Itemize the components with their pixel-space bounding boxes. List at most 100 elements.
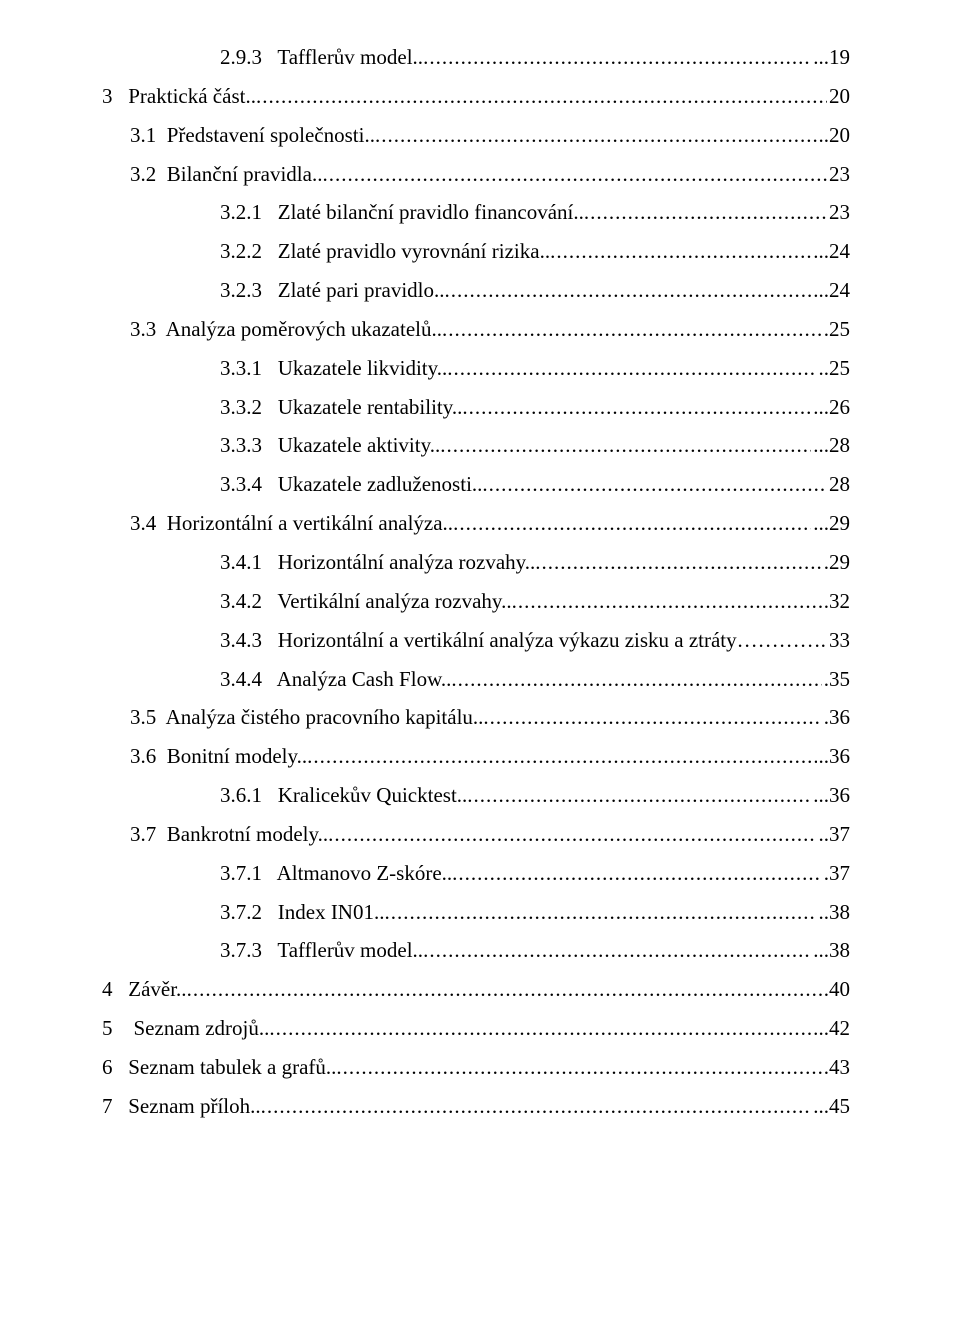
toc-entry-page: .37 bbox=[822, 854, 850, 893]
toc-entry: 3.3.1 Ukazatele likvidity.. ..25 bbox=[102, 349, 850, 388]
toc-entry-page: ...45 bbox=[811, 1087, 850, 1126]
toc-entry-label: 3.2.2 Zlaté pravidlo vyrovnání rizika.. bbox=[220, 232, 550, 271]
toc-entry: 3.6.1 Kralicekův Quicktest.....36 bbox=[102, 776, 850, 815]
toc-entry-page: ...36 bbox=[811, 776, 850, 815]
toc-entry-page: ..25 bbox=[817, 349, 851, 388]
toc-entry: 5 Seznam zdrojů.. ..42 bbox=[102, 1009, 850, 1048]
toc-entry: 3.6 Bonitní modely....36 bbox=[102, 737, 850, 776]
toc-entry-label: 3.7.1 Altmanovo Z-skóre.. bbox=[220, 854, 452, 893]
toc-leader-dots bbox=[322, 155, 827, 194]
toc-entry: 3.4.3 Horizontální a vertikální analýza … bbox=[102, 621, 850, 660]
toc-entry-page: ...29 bbox=[811, 504, 850, 543]
toc-entry-label: 3.2.1 Zlaté bilanční pravidlo financován… bbox=[220, 193, 584, 232]
toc-entry-label: 3.4.2 Vertikální analýza rozvahy.. bbox=[220, 582, 512, 621]
toc-entry-page: 23 bbox=[827, 155, 850, 194]
toc-entry-label: 3.3.3 Ukazatele aktivity.. bbox=[220, 426, 440, 465]
toc-entry: 3.4 Horizontální a vertikální analýza...… bbox=[102, 504, 850, 543]
toc-entry-page: ...24 bbox=[811, 232, 850, 271]
toc-leader-dots bbox=[256, 77, 827, 116]
toc-entry-label: 3 Praktická část.. bbox=[102, 77, 256, 116]
toc-entry-page: .29 bbox=[822, 543, 850, 582]
toc-entry: 7 Seznam příloh.. ...45 bbox=[102, 1087, 850, 1126]
toc-entry: 3.2 Bilanční pravidla.. 23 bbox=[102, 155, 850, 194]
toc-entry-label: 3.7.3 Tafflerův model.. bbox=[220, 931, 423, 970]
toc-entry-label: 3.4.4 Analýza Cash Flow.. bbox=[220, 660, 451, 699]
toc-entry: 3.1 Představení společnosti.. ..20 bbox=[102, 116, 850, 155]
toc-leader-dots bbox=[442, 310, 822, 349]
toc-entry: 6 Seznam tabulek a grafů.. .43 bbox=[102, 1048, 850, 1087]
toc-leader-dots bbox=[261, 1087, 812, 1126]
toc-leader-dots bbox=[384, 893, 816, 932]
toc-leader-dots bbox=[336, 1048, 821, 1087]
toc-entry-page: ...28 bbox=[811, 426, 850, 465]
toc-entry: 2.9.3 Tafflerův model.. ...19 bbox=[102, 38, 850, 77]
toc-entry-label: 3.7 Bankrotní modely.. bbox=[130, 815, 328, 854]
toc-entry-page: .25 bbox=[822, 310, 850, 349]
toc-entry: 3.5 Analýza čistého pracovního kapitálu.… bbox=[102, 698, 850, 737]
toc-entry: 3 Praktická část.. 20 bbox=[102, 77, 850, 116]
toc-entry-page: ..20 bbox=[817, 116, 851, 155]
toc-entry: 3.7 Bankrotní modely.. ..37 bbox=[102, 815, 850, 854]
toc-leader-dots bbox=[482, 465, 827, 504]
toc-entry: 3.2.2 Zlaté pravidlo vyrovnání rizika...… bbox=[102, 232, 850, 271]
toc-entry: 3.2.3 Zlaté pari pravidlo.. ...24 bbox=[102, 271, 850, 310]
toc-entry-page: ...26 bbox=[811, 388, 850, 427]
toc-leader-dots bbox=[584, 193, 827, 232]
toc-entry-page: ...19 bbox=[811, 38, 850, 77]
toc-leader-dots bbox=[447, 349, 816, 388]
toc-entry: 3.2.1 Zlaté bilanční pravidlo financován… bbox=[102, 193, 850, 232]
toc-entry-label: 6 Seznam tabulek a grafů.. bbox=[102, 1048, 336, 1087]
toc-leader-dots bbox=[512, 582, 822, 621]
toc-leader-dots bbox=[423, 931, 811, 970]
toc-entry-label: 3.3.1 Ukazatele likvidity.. bbox=[220, 349, 447, 388]
toc-entry-label: 3.3.4 Ukazatele zadluženosti.. bbox=[220, 465, 482, 504]
toc-entry-page: 20 bbox=[827, 77, 850, 116]
toc-entry-label: 2.9.3 Tafflerův model.. bbox=[220, 38, 423, 77]
toc-entry: 3.7.3 Tafflerův model.. ...38 bbox=[102, 931, 850, 970]
toc-leader-dots bbox=[451, 660, 821, 699]
table-of-contents: 2.9.3 Tafflerův model.....193 Praktická … bbox=[102, 38, 850, 1126]
toc-entry-page: ..37 bbox=[817, 815, 851, 854]
toc-entry: 3.3 Analýza poměrových ukazatelů.. .25 bbox=[102, 310, 850, 349]
toc-entry-label: 5 Seznam zdrojů.. bbox=[102, 1009, 269, 1048]
toc-entry-page: ..36 bbox=[817, 737, 851, 776]
toc-leader-dots bbox=[445, 271, 812, 310]
toc-entry-page: 23 bbox=[827, 193, 850, 232]
toc-entry: 3.4.2 Vertikální analýza rozvahy.. .32 bbox=[102, 582, 850, 621]
toc-entry-page: ..38 bbox=[817, 893, 851, 932]
toc-entry-label: 3.7.2 Index IN01.. bbox=[220, 893, 384, 932]
toc-leader-dots bbox=[187, 970, 822, 1009]
toc-entry-page: .43 bbox=[822, 1048, 850, 1087]
toc-entry: 3.3.2 Ukazatele rentability.. ...26 bbox=[102, 388, 850, 427]
toc-entry: 3.4.1 Horizontální analýza rozvahy.. .29 bbox=[102, 543, 850, 582]
toc-entry-page: .32 bbox=[822, 582, 850, 621]
toc-entry-page: ...38 bbox=[811, 931, 850, 970]
toc-entry-label: 3.3.2 Ukazatele rentability.. bbox=[220, 388, 462, 427]
toc-entry-label: 3.4.1 Horizontální analýza rozvahy.. bbox=[220, 543, 535, 582]
toc-leader-dots bbox=[307, 737, 816, 776]
toc-entry-page: ..42 bbox=[817, 1009, 851, 1048]
toc-entry-label: 3.5 Analýza čistého pracovního kapitálu.… bbox=[130, 698, 483, 737]
toc-entry-label: 7 Seznam příloh.. bbox=[102, 1087, 261, 1126]
toc-leader-dots bbox=[483, 698, 821, 737]
toc-entry: 3.3.4 Ukazatele zadluženosti.. 28 bbox=[102, 465, 850, 504]
toc-entry-label: 4 Závěr.. bbox=[102, 970, 187, 1009]
toc-leader-dots bbox=[467, 776, 811, 815]
toc-entry: 3.7.2 Index IN01.. ..38 bbox=[102, 893, 850, 932]
toc-entry-label: 3.2.3 Zlaté pari pravidlo.. bbox=[220, 271, 445, 310]
toc-entry-page: 28 bbox=[827, 465, 850, 504]
toc-leader-dots bbox=[462, 388, 811, 427]
toc-entry-label: 3.4.3 Horizontální a vertikální analýza … bbox=[220, 621, 821, 660]
toc-leader-dots bbox=[440, 426, 811, 465]
toc-entry-page: ...24 bbox=[811, 271, 850, 310]
toc-leader-dots bbox=[535, 543, 821, 582]
toc-leader-dots bbox=[550, 232, 811, 271]
toc-entry-page: .36 bbox=[822, 698, 850, 737]
toc-entry: 4 Závěr.. .40 bbox=[102, 970, 850, 1009]
toc-entry-label: 3.1 Představení společnosti.. bbox=[130, 116, 375, 155]
toc-entry: 3.4.4 Analýza Cash Flow...35 bbox=[102, 660, 850, 699]
toc-entry-page: .40 bbox=[822, 970, 850, 1009]
toc-entry-label: 3.3 Analýza poměrových ukazatelů.. bbox=[130, 310, 442, 349]
toc-leader-dots bbox=[375, 116, 817, 155]
toc-entry-label: 3.2 Bilanční pravidla.. bbox=[130, 155, 322, 194]
